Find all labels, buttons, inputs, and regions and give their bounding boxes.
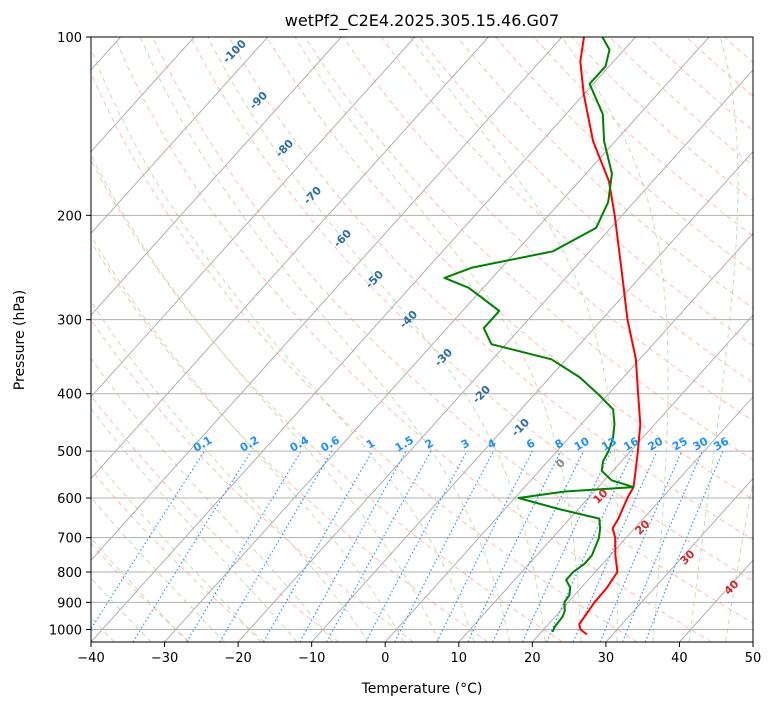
moist-adiabat-line: [91, 357, 334, 642]
moist-adiabat-line: [725, 479, 753, 642]
x-tick-label: −20: [224, 651, 251, 666]
x-tick-label: 30: [598, 651, 615, 666]
moist-adiabat-line: [409, 37, 619, 642]
y-tick-label: 300: [57, 314, 82, 329]
mixing-ratio-line: [436, 450, 533, 642]
mixing-ratio-line: [132, 450, 252, 642]
x-axis-title: Temperature (°C): [361, 681, 483, 697]
mixing-ratio-line: [91, 450, 205, 630]
x-tick-label: 40: [671, 651, 688, 666]
dry-adiabat-line: [266, 37, 753, 500]
x-tick-label: −30: [151, 651, 178, 666]
dry-adiabat-line: [304, 37, 753, 461]
isotherm-line: [458, 314, 753, 642]
moist-adiabat-line: [91, 47, 475, 642]
dry-adiabat-line: [113, 37, 712, 642]
dry-adiabat-line: [190, 37, 753, 582]
isotherm-line: [91, 37, 195, 153]
y-tick-label: 100: [57, 31, 82, 46]
isotherm-line: [384, 232, 753, 642]
isotherm-line: [237, 69, 753, 642]
isotherm-line: [91, 37, 636, 642]
dry-adiabat-line: [763, 37, 775, 642]
x-tick-label: 0: [381, 651, 389, 666]
moist-adiabat-line: [91, 153, 440, 642]
isotherm-line: [91, 37, 416, 398]
moist-adiabat-line: [91, 537, 189, 642]
chart-title: wetPf2_C2E4.2025.305.15.46.G07: [285, 11, 559, 31]
mixing-ratio-line: [622, 450, 703, 642]
isotherm-line: [91, 37, 489, 480]
moist-adiabat-line: [207, 37, 546, 642]
y-tick-label: 800: [57, 566, 82, 581]
mixing-ratio-line: [326, 450, 432, 642]
series-layer: [443, 37, 642, 636]
axis-layer: −40 −30 −20 −10 0 10 20 30 40 50 100 200 300 400 500 60…: [49, 31, 761, 666]
dry-adiabat-line: [419, 37, 753, 346]
x-tick-label: −10: [298, 651, 325, 666]
moist-adiabat-line: [91, 453, 262, 642]
moist-adiabat-line: [294, 37, 582, 642]
moist-adiabat-line: [91, 577, 152, 642]
dry-adiabat-line: [91, 469, 265, 642]
y-tick-label: 700: [57, 532, 82, 547]
isotherm-line: [91, 37, 563, 562]
isotherm-line: [91, 37, 269, 235]
isotherm-line: [91, 37, 342, 316]
isotherm-line: [531, 396, 753, 642]
grid-layer: [91, 37, 775, 642]
mixing-ratio-line: [599, 450, 683, 642]
x-tick-label: 10: [451, 651, 468, 666]
y-axis-title: Pressure (hPa): [12, 290, 28, 390]
y-tick-label: 200: [57, 209, 82, 224]
y-tick-label: 400: [57, 388, 82, 403]
dewpoint-profile-line: [443, 37, 635, 633]
moist-adiabat-line: [91, 407, 298, 642]
y-tick-label: 600: [57, 492, 82, 507]
mixing-ratio-line: [644, 450, 724, 642]
dry-adiabat-line: [342, 37, 753, 422]
isotherm-line: [752, 641, 753, 642]
dry-adiabat-line: [457, 37, 753, 309]
mixing-ratio-line: [299, 450, 407, 642]
y-tick-label: 900: [57, 596, 82, 611]
dry-adiabat-line: [152, 37, 753, 624]
y-tick-label: 500: [57, 445, 82, 460]
plot-background: [91, 37, 753, 642]
isotherm-line: [164, 37, 710, 642]
x-tick-label: 20: [524, 651, 541, 666]
moist-adiabat-line: [91, 496, 225, 642]
isotherm-line: [311, 150, 753, 642]
moist-adiabat-line: [91, 300, 369, 642]
isotherm-line: [605, 477, 753, 642]
mixing-ratio-line: [572, 450, 658, 642]
moist-adiabat-line: [688, 37, 739, 642]
mixing-ratio-line: [365, 450, 468, 642]
moist-adiabat-line: [139, 37, 511, 642]
mixing-ratio-line: [546, 450, 634, 642]
dry-adiabat-line: [228, 37, 753, 541]
x-tick-label: −40: [77, 651, 104, 666]
moist-adiabat-line: [91, 234, 405, 642]
x-tick-label: 50: [745, 651, 762, 666]
plot-frame: [90, 36, 754, 643]
moist-adiabat-line: [561, 37, 669, 642]
y-tick-label: 1000: [49, 623, 82, 638]
dry-adiabat-line: [91, 159, 563, 642]
